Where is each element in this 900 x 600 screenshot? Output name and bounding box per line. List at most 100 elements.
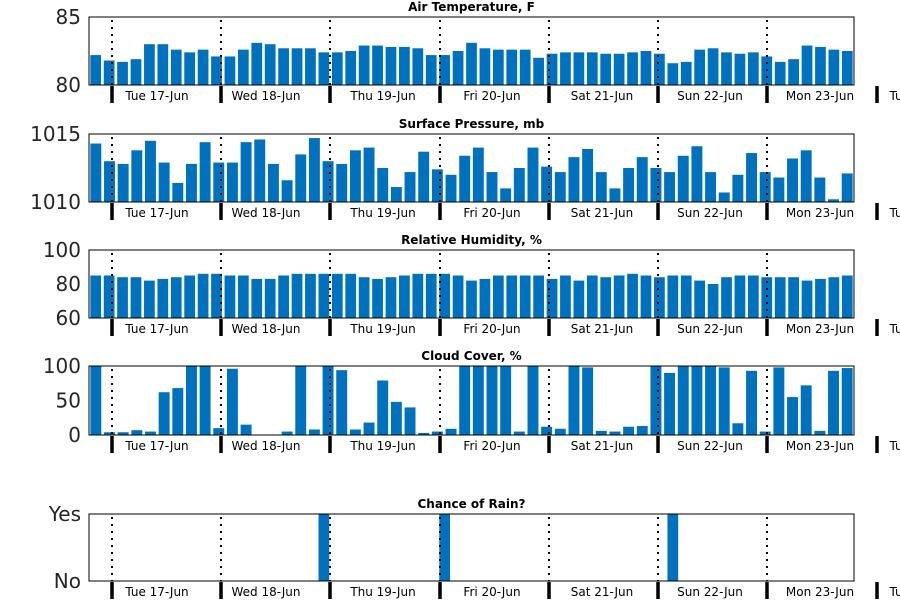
y-tick-label: 0 (68, 423, 81, 447)
y-tick-label: 80 (56, 272, 81, 296)
data-bar (358, 45, 370, 85)
data-bar (254, 139, 266, 202)
data-bar (680, 61, 692, 85)
data-bar (560, 52, 571, 85)
data-bar (399, 46, 410, 85)
day-label: Tue 17-Jun (124, 206, 188, 220)
data-bar (331, 273, 343, 318)
data-bar (705, 172, 717, 202)
day-label: Sat 21-Jun (571, 206, 634, 220)
data-bar (412, 273, 424, 318)
data-bar (372, 45, 383, 85)
data-bar (479, 278, 491, 318)
data-bar (654, 277, 665, 318)
data-bar (527, 147, 539, 202)
data-bar (613, 275, 625, 318)
chart-title: Air Temperature, F (408, 0, 535, 14)
data-bar (721, 52, 732, 85)
data-bar (104, 161, 115, 202)
data-bar (734, 275, 746, 318)
data-bar (184, 52, 196, 85)
data-bar (667, 514, 679, 581)
y-tick-label: 80 (56, 73, 81, 97)
data-bar (613, 53, 625, 85)
data-bar (595, 172, 607, 202)
data-bar (211, 56, 222, 85)
day-label: Tu (888, 89, 900, 103)
data-bar (707, 48, 719, 85)
data-bar (747, 275, 759, 318)
data-bar (759, 431, 771, 435)
data-bar (650, 366, 662, 435)
data-bar (331, 52, 343, 85)
data-bar (226, 368, 238, 435)
data-bar (336, 163, 348, 202)
data-bar (372, 278, 383, 318)
data-bar (322, 161, 334, 202)
data-bar (828, 199, 839, 202)
data-bar (746, 370, 758, 435)
data-bar (412, 48, 424, 85)
data-bar (707, 284, 719, 318)
data-bar (546, 278, 558, 318)
data-bar (677, 155, 689, 202)
data-bar (90, 55, 102, 85)
data-bar (732, 423, 744, 435)
day-label: Wed 18-Jun (232, 322, 301, 336)
data-bar (199, 366, 211, 435)
day-label: Fri 20-Jun (463, 439, 520, 453)
data-bar (390, 187, 402, 202)
data-bar (774, 61, 786, 85)
day-label: Sun 22-Jun (677, 89, 743, 103)
data-bar (281, 431, 293, 435)
data-bar (318, 514, 330, 581)
data-bar (600, 277, 612, 318)
y-tick-label: 100 (43, 238, 81, 262)
data-bar (172, 388, 184, 435)
data-bar (145, 140, 156, 202)
data-bar (841, 368, 853, 435)
day-label: Sat 21-Jun (571, 439, 634, 453)
day-label: Sun 22-Jun (677, 206, 743, 220)
data-bar (472, 147, 484, 202)
data-bar (609, 188, 621, 202)
data-bar (117, 277, 128, 318)
data-bar (815, 278, 826, 318)
data-bar (104, 432, 115, 435)
data-bar (103, 60, 115, 85)
data-bar (814, 177, 826, 202)
day-label: Fri 20-Jun (463, 585, 520, 599)
data-bar (623, 168, 635, 202)
data-bar (466, 280, 477, 318)
data-bar (197, 49, 209, 85)
data-bar (439, 273, 451, 318)
data-bar (240, 424, 252, 435)
y-tick-label: Yes (48, 502, 81, 526)
data-bar (500, 366, 512, 435)
day-label: Mon 23-Jun (786, 206, 854, 220)
data-bar (513, 431, 525, 435)
data-bar (586, 275, 598, 318)
data-bar (170, 277, 182, 318)
data-bar (117, 163, 129, 202)
data-bar (718, 192, 730, 202)
data-bar (295, 366, 307, 435)
data-bar (600, 53, 612, 85)
y-tick-label: 60 (56, 306, 81, 330)
data-bar (224, 56, 236, 85)
data-bar (431, 431, 443, 435)
day-label: Thu 19-Jun (349, 89, 415, 103)
y-tick-label: 50 (56, 389, 81, 413)
day-label: Thu 19-Jun (349, 585, 415, 599)
data-bar (486, 366, 498, 435)
day-label: Tue 17-Jun (124, 439, 188, 453)
data-bar (486, 172, 498, 202)
day-label: Thu 19-Jun (349, 206, 415, 220)
data-bar (264, 278, 276, 318)
chart-title: Chance of Rain? (417, 497, 525, 511)
data-bar (541, 166, 553, 202)
data-bar (358, 277, 370, 318)
data-bar (291, 273, 303, 318)
data-bar (117, 61, 128, 85)
